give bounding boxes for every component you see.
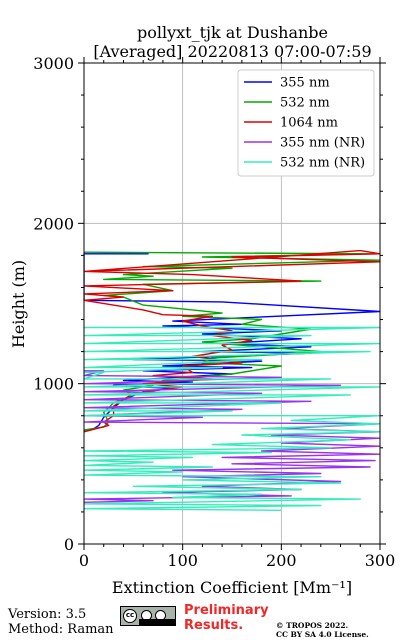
x-axis-label: Extinction Coefficient [Mm⁻¹] [112, 578, 352, 597]
preliminary-text: Preliminary Results. [184, 603, 269, 633]
preliminary-results-notice: Preliminary Results. [184, 603, 274, 633]
method-text: Method: Raman [8, 622, 114, 637]
legend-label: 355 nm (NR) [280, 136, 365, 151]
legend-box [237, 69, 375, 177]
y-axis-label: Height (m) [9, 260, 28, 348]
tick-marks [78, 57, 386, 550]
cc-license-badge[interactable]: cc [120, 606, 176, 626]
legend-label: 355 nm [280, 76, 330, 91]
legend-label: 532 nm (NR) [280, 156, 365, 171]
y-tick-label: 1000 [33, 375, 74, 394]
copyright-text: © TROPOS 2022. [276, 621, 349, 630]
legend-label: 532 nm [280, 96, 330, 111]
x-tick-label: 100 [167, 551, 198, 570]
license-text: CC BY SA 4.0 License. [276, 630, 369, 639]
legend-label: 1064 nm [280, 116, 338, 131]
y-tick-label: 0 [64, 535, 74, 554]
plot-frame [83, 62, 381, 545]
cc-strip [139, 619, 175, 625]
y-tick-label: 2000 [33, 214, 74, 233]
series-line-532-nm [84, 252, 380, 430]
x-tick-label: 200 [266, 551, 297, 570]
series-line-532-nm-nr- [84, 328, 380, 511]
cc-icon: cc [123, 609, 137, 623]
version-text: Version: 3.5 [8, 607, 87, 622]
x-tick-label: 300 [365, 551, 396, 570]
series-group [84, 251, 380, 511]
legend: 355 nm 532 nm 1064 nm 355 nm (NR) 532 nm (NR… [237, 69, 375, 177]
x-tick-label: 0 [79, 551, 89, 570]
chart-title-line1: pollyxt_tjk at Dushanbe [136, 23, 329, 42]
chart-title-line2: [Averaged] 20220813 07:00-07:59 [93, 42, 372, 61]
y-tick-label: 3000 [33, 54, 74, 73]
